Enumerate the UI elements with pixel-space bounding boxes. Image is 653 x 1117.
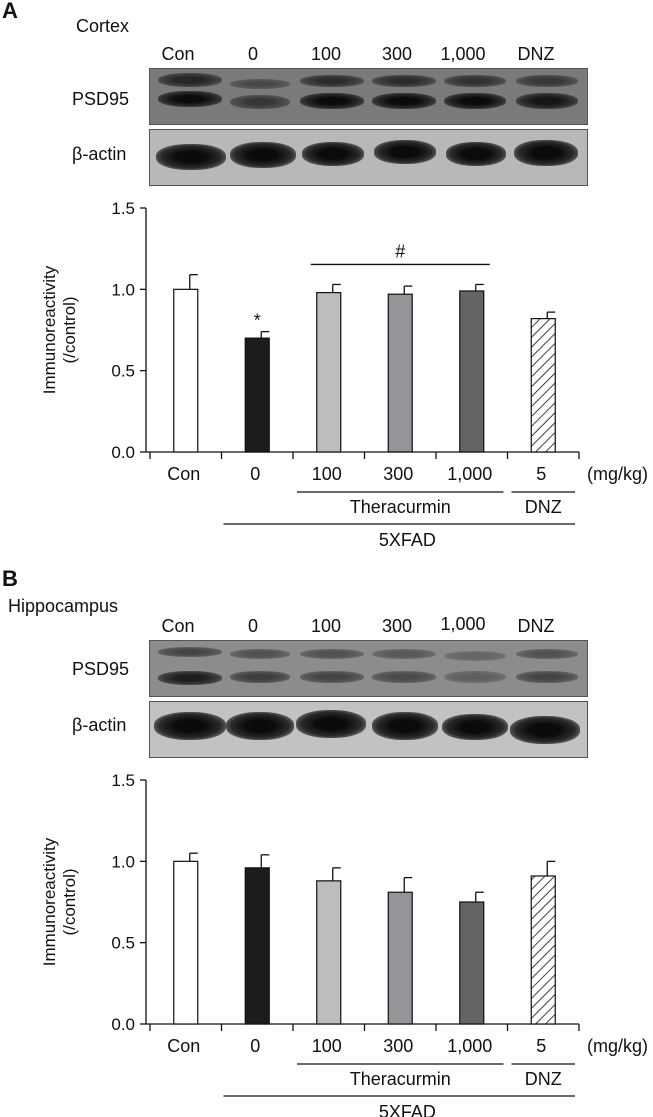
lane-label: Con [161,44,195,64]
lane-label: 300 [381,616,413,636]
bar [530,318,556,453]
panel-label: A [2,0,18,23]
group-label-5xfad: 5XFAD [379,1102,436,1117]
y-tick-label: 1.5 [111,199,135,218]
lane-label: 100 [310,616,342,636]
panel-a: A Cortex Con 0 100 300 1,000 DNZ PSD95 β… [2,0,648,550]
x-tick-label: 100 [312,464,342,484]
panel-b: B Hippocampus Con 0 100 300 1,000 DNZ PS… [0,560,653,1117]
bar [316,291,342,453]
bar [316,880,342,1025]
significance-marker: # [395,241,405,261]
x-tick-label: 100 [312,1036,342,1056]
lane-label: 0 [247,616,258,636]
y-tick-label: 0.5 [111,934,135,953]
x-unit-label: (mg/kg) [587,464,648,484]
blot-label-actin: β-actin [72,144,127,164]
blot-actin [149,129,588,186]
blot-label-psd95: PSD95 [72,659,130,679]
lane-label: 1,000 [440,614,486,634]
blot-label-actin: β-actin [72,715,127,735]
lane-label: Con [161,616,195,636]
y-tick-label: 0.0 [111,443,135,462]
x-tick-label: 0 [250,1036,260,1056]
bar-chart: 0.0 0.5 1.0 1.5 Immunoreactivity (/control) Co… [40,199,648,550]
lane-label: 300 [381,44,413,64]
y-tick-label: 0.0 [111,1015,135,1034]
bar [244,337,270,453]
bar [387,891,413,1025]
bar [173,288,199,453]
bar [387,293,413,453]
lane-label: 100 [310,44,342,64]
region-title: Hippocampus [8,596,119,616]
group-label-dnz: DNZ [525,497,562,517]
bar [530,875,556,1025]
group-label-theracurmin: Theracurmin [350,1069,451,1089]
y-axis-label: (/control) [60,868,79,935]
y-axis-label: Immunoreactivity [40,265,59,394]
y-tick-label: 0.5 [111,362,135,381]
region-title: Cortex [76,16,130,36]
y-tick-label: 1.0 [111,852,135,871]
significance-marker: * [254,311,261,331]
x-tick-label: 0 [250,464,260,484]
lane-label: DNZ [517,44,555,64]
y-axis-label: (/control) [60,296,79,363]
blot-label-psd95: PSD95 [72,89,130,109]
bar [459,290,485,453]
x-tick-label: 5 [536,464,546,484]
y-tick-label: 1.5 [111,771,135,790]
lane-label: DNZ [517,616,555,636]
bar-chart: 0.0 0.5 1.0 1.5 Immunoreactivity (/control) Co… [40,771,648,1117]
y-tick-label: 1.0 [111,280,135,299]
lane-label: 1,000 [440,44,486,64]
blot-actin [149,701,588,758]
blot-psd95 [149,640,588,697]
bar [244,867,270,1025]
x-unit-label: (mg/kg) [587,1036,648,1056]
x-tick-label: 1,000 [447,464,492,484]
blot-psd95 [149,68,588,125]
y-axis-label: Immunoreactivity [40,837,59,966]
x-tick-label: 5 [536,1036,546,1056]
lane-label: 0 [247,44,258,64]
x-tick-label: 300 [383,464,413,484]
panel-label: B [2,566,18,591]
x-tick-label: 300 [383,1036,413,1056]
x-tick-label: Con [167,1036,200,1056]
bar [459,901,485,1025]
x-tick-label: Con [167,464,200,484]
x-tick-label: 1,000 [447,1036,492,1056]
bar [173,860,199,1025]
group-label-5xfad: 5XFAD [379,530,436,550]
group-label-theracurmin: Theracurmin [350,497,451,517]
group-label-dnz: DNZ [525,1069,562,1089]
